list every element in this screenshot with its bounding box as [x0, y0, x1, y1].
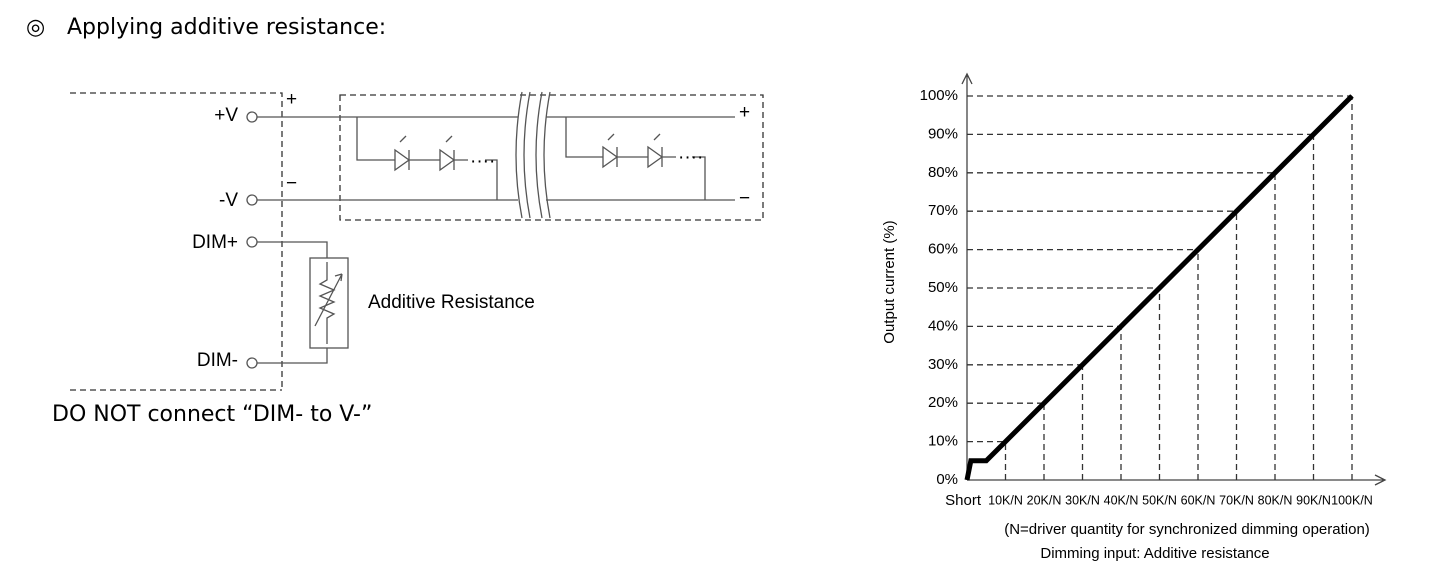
x-axis-label: Dimming input: Additive resistance — [1040, 545, 1269, 562]
wiring-diagram: ···· ···· +V -V DIM+ DIM- Additive Resis… — [70, 89, 764, 391]
chart: Output current (%) (N=driver quantity fo… — [881, 72, 1387, 562]
y-axis-label: Output current (%) — [881, 220, 898, 343]
y-tick-label: 60% — [928, 241, 958, 258]
y-tick-label: 30% — [928, 356, 958, 373]
x-tick-label: Short — [945, 492, 982, 509]
x-tick-label: 60K/N — [1181, 493, 1216, 507]
terminal-label: -V — [219, 190, 238, 211]
x-tick-label: 10K/N — [988, 493, 1023, 507]
y-tick-label: 80% — [928, 164, 958, 181]
x-tick-label: 90K/N — [1296, 493, 1331, 507]
heading: Applying additive resistance: — [67, 15, 386, 40]
resistor-label: Additive Resistance — [368, 292, 535, 313]
svg-text:····: ···· — [470, 151, 495, 172]
x-tick-label: 40K/N — [1104, 493, 1139, 507]
y-tick-label: 10% — [928, 433, 958, 450]
y-tick-label: 90% — [928, 125, 958, 142]
polarity-label: − — [286, 173, 297, 194]
y-tick-label: 0% — [936, 471, 958, 488]
terminal-label: DIM- — [197, 350, 238, 371]
polarity-label: − — [739, 188, 750, 209]
x-tick-label: 20K/N — [1027, 493, 1062, 507]
x-tick-label: 30K/N — [1065, 493, 1100, 507]
y-tick-label: 70% — [928, 202, 958, 219]
x-tick-label: 70K/N — [1219, 493, 1254, 507]
x-tick-label: 80K/N — [1258, 493, 1293, 507]
data-line — [964, 94, 1354, 481]
note: DO NOT connect “DIM- to V-” — [52, 402, 372, 427]
y-tick-label: 40% — [928, 317, 958, 334]
terminal-label: DIM+ — [192, 232, 238, 253]
bullet: ◎ — [26, 15, 45, 40]
svg-text:····: ···· — [678, 147, 703, 168]
polarity-label: + — [739, 102, 750, 123]
x-axis-note: (N=driver quantity for synchronized dimm… — [1004, 521, 1370, 538]
y-tick-label: 100% — [920, 87, 958, 104]
x-tick-label: 100K/N — [1331, 493, 1373, 507]
terminal-label: +V — [214, 105, 238, 126]
y-tick-label: 20% — [928, 394, 958, 411]
y-tick-label: 50% — [928, 279, 958, 296]
x-tick-label: 50K/N — [1142, 493, 1177, 507]
polarity-label: + — [286, 89, 297, 110]
